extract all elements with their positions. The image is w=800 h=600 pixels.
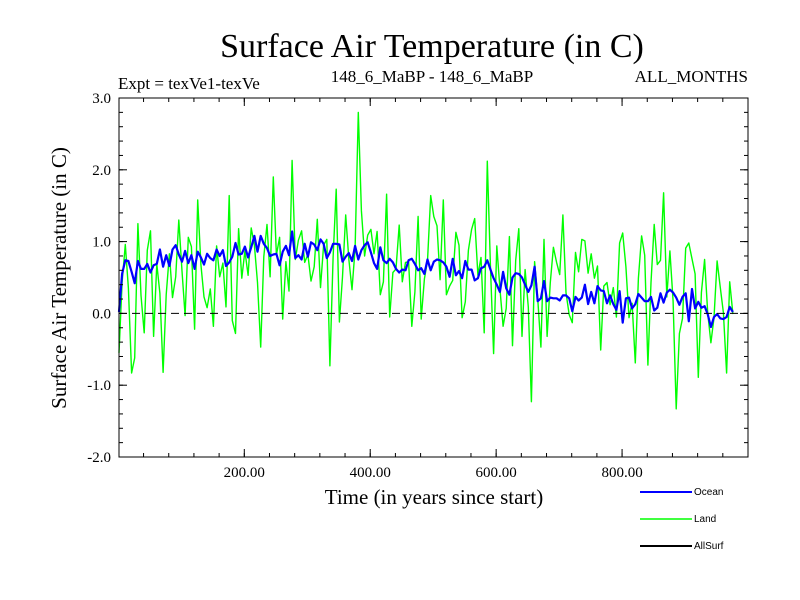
legend: Ocean Land AllSurf — [640, 487, 724, 552]
y-tick-label: -2.0 — [87, 450, 111, 466]
x-tick-label: 200.00 — [224, 465, 265, 481]
series-layer — [117, 111, 734, 410]
y-tick-label: 1.0 — [92, 235, 111, 251]
plot-frame — [118, 97, 749, 458]
y-tick-label: 2.0 — [92, 163, 111, 179]
series-line-ocean — [117, 230, 734, 329]
y-tick-label: 3.0 — [92, 91, 111, 107]
series-line-land — [118, 111, 734, 410]
x-tick-label: 600.00 — [476, 465, 517, 481]
x-tick-label: 800.00 — [601, 465, 642, 481]
months-label: ALL_MONTHS — [635, 67, 748, 86]
y-axis-label: Surface Air Temperature (in C) — [47, 147, 71, 409]
experiment-name: 148_6_MaBP - 148_6_MaBP — [331, 67, 533, 86]
y-tick-label: -1.0 — [87, 378, 111, 394]
axis-ticks: 200.00 400.00 600.00 800.00 -2.0 -1.0 0.0 1.0 2.… — [87, 91, 749, 481]
legend-label-ocean: Ocean — [694, 487, 723, 498]
x-axis-label: Time (in years since start) — [325, 485, 544, 509]
legend-label-allsurf: AllSurf — [694, 541, 724, 552]
x-tick-label: 400.00 — [350, 465, 391, 481]
chart-title: Surface Air Temperature (in C) — [220, 28, 644, 65]
legend-label-land: Land — [694, 514, 716, 525]
y-tick-label: 0.0 — [92, 306, 111, 322]
experiment-label: Expt = texVe1-texVe — [118, 74, 260, 93]
